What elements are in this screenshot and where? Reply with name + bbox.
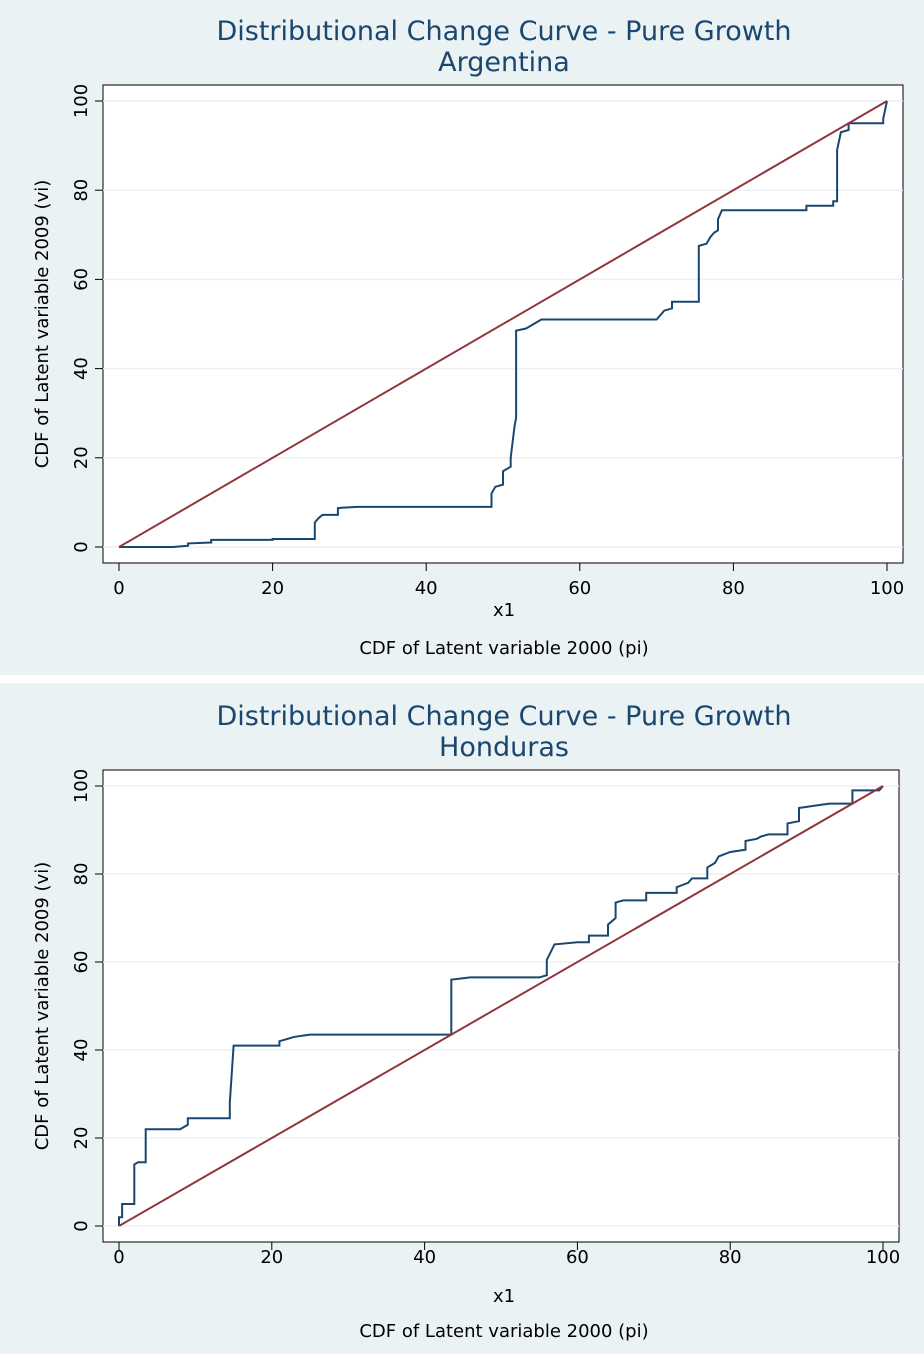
y-tick-label: 80 (71, 863, 92, 886)
y-tick-label: 0 (71, 1220, 92, 1231)
x-tick-label: 100 (866, 1247, 900, 1268)
x-tick-label: 100 (870, 578, 904, 599)
y-tick-label: 100 (71, 84, 92, 118)
x-tick-label: 0 (113, 1247, 124, 1268)
x-tick-label: 40 (413, 1247, 436, 1268)
y-axis-title: CDF of Latent variable 2009 (vi) (32, 862, 53, 1151)
y-tick-label: 20 (71, 446, 92, 469)
y-tick-label: 80 (71, 179, 92, 202)
y-tick-label: 60 (71, 268, 92, 291)
x-tick-label: 40 (415, 578, 438, 599)
chart: Distributional Change Curve - Pure Growt… (0, 0, 924, 675)
x-tick-label: 80 (719, 1247, 742, 1268)
x-axis-label: x1 (493, 600, 515, 621)
y-axis-title: CDF of Latent variable 2009 (vi) (32, 180, 53, 469)
data-line (119, 100, 888, 548)
x-tick-label: 20 (261, 578, 284, 599)
x-tick-label: 60 (566, 1247, 589, 1268)
chart-title: Distributional Change Curve - Pure Growt… (216, 701, 791, 732)
x-axis-title: CDF of Latent variable 2000 (pi) (359, 638, 648, 659)
chart-subtitle: Honduras (439, 732, 569, 763)
data-line (118, 100, 888, 548)
y-tick-label: 60 (71, 951, 92, 974)
x-axis-label: x1 (493, 1286, 515, 1307)
x-tick-label: 0 (113, 578, 124, 599)
y-tick-label: 20 (71, 1127, 92, 1150)
data-line (118, 785, 884, 1227)
x-tick-label: 20 (260, 1247, 283, 1268)
x-tick-label: 80 (722, 578, 745, 599)
y-tick-label: 100 (71, 769, 92, 803)
chart: Distributional Change Curve - Pure Growt… (0, 683, 924, 1354)
data-line (118, 785, 884, 1226)
y-tick-label: 40 (71, 357, 92, 380)
x-tick-label: 60 (568, 578, 591, 599)
y-tick-label: 0 (71, 541, 92, 552)
chart-title: Distributional Change Curve - Pure Growt… (216, 16, 791, 47)
x-axis-title: CDF of Latent variable 2000 (pi) (359, 1321, 648, 1342)
y-tick-label: 40 (71, 1039, 92, 1062)
chart-subtitle: Argentina (438, 47, 570, 78)
